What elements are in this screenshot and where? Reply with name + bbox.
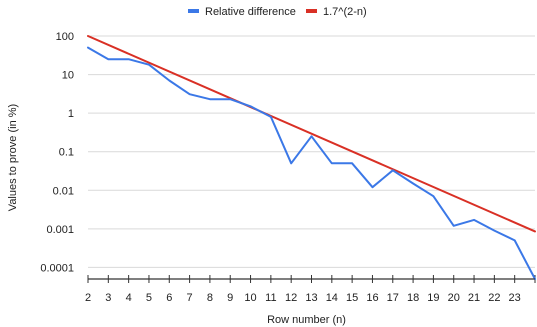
x-tick-label: 8 bbox=[207, 292, 213, 304]
series-line-reference-curve bbox=[87, 35, 536, 233]
grid bbox=[88, 35, 535, 268]
x-tick-label: 12 bbox=[285, 292, 297, 304]
x-tick-label: 22 bbox=[488, 292, 500, 304]
x-tick-label: 16 bbox=[366, 292, 378, 304]
y-tick-label: 1 bbox=[68, 108, 74, 120]
x-axis-labels: 2 3 4 5 6 7 8 9 10 11 12 13 14 15 16 17 18 19 20 21 22 23 bbox=[85, 292, 521, 304]
series-layer bbox=[87, 35, 536, 280]
x-tick-label: 17 bbox=[387, 292, 399, 304]
x-tick-label: 14 bbox=[326, 292, 338, 304]
y-tick-label: 0.001 bbox=[46, 224, 74, 236]
legend-swatch-reference-curve bbox=[306, 9, 317, 13]
y-axis-labels: 100 10 1 0.1 0.01 0.001 0.0001 bbox=[40, 31, 74, 274]
x-tick-label: 23 bbox=[509, 292, 521, 304]
legend-label-reference-curve: 1.7^(2-n) bbox=[323, 6, 367, 18]
legend-swatch-relative-difference bbox=[188, 9, 199, 13]
x-tick-label: 2 bbox=[85, 292, 91, 304]
x-tick-label: 15 bbox=[346, 292, 358, 304]
x-tick-label: 10 bbox=[244, 292, 256, 304]
x-tick-label: 9 bbox=[227, 292, 233, 304]
y-tick-label: 100 bbox=[56, 31, 74, 43]
y-tick-label: 10 bbox=[62, 70, 74, 82]
y-axis-title: Values to prove (in %) bbox=[7, 104, 19, 211]
x-axis-title: Row number (n) bbox=[267, 314, 346, 326]
legend-label-relative-difference: Relative difference bbox=[205, 6, 296, 18]
y-tick-label: 0.1 bbox=[59, 147, 74, 159]
y-tick-label: 0.0001 bbox=[40, 262, 74, 274]
x-tick-label: 11 bbox=[265, 292, 276, 304]
x-tick-label: 4 bbox=[126, 292, 132, 304]
x-tick-label: 19 bbox=[427, 292, 439, 304]
x-tick-label: 21 bbox=[468, 292, 480, 304]
x-tick-label: 5 bbox=[146, 292, 152, 304]
x-tick-label: 20 bbox=[448, 292, 460, 304]
series-line-relative-difference bbox=[87, 46, 536, 280]
x-tick-label: 13 bbox=[305, 292, 317, 304]
x-tick-label: 6 bbox=[166, 292, 172, 304]
x-tick-label: 18 bbox=[407, 292, 419, 304]
x-tick-label: 3 bbox=[105, 292, 111, 304]
legend: Relative difference 1.7^(2-n) bbox=[188, 6, 367, 18]
y-tick-label: 0.01 bbox=[53, 185, 74, 197]
x-tick-label: 7 bbox=[187, 292, 193, 304]
